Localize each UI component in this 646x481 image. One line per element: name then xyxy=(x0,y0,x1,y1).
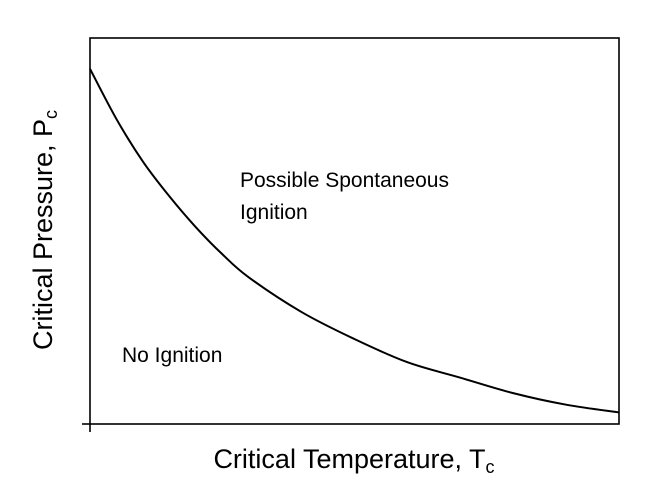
annotation-possible-ignition: Possible Spontaneous Ignition xyxy=(240,169,455,224)
annotation-no-ignition: No Ignition xyxy=(122,344,222,367)
annotation-possible-ignition-line2: Ignition xyxy=(240,201,308,224)
plot-frame xyxy=(89,37,620,425)
x-axis-label-subscript: c xyxy=(486,457,495,477)
x-axis-label-main: Critical Temperature, T xyxy=(213,444,485,474)
y-axis-label: Critical Pressure, Pc xyxy=(28,110,61,350)
x-axis-label: Critical Temperature, Tc xyxy=(213,444,494,477)
y-axis-label-main: Critical Pressure, P xyxy=(28,119,58,350)
annotation-possible-ignition-line1: Possible Spontaneous xyxy=(240,169,449,192)
critical-curve xyxy=(89,68,620,414)
y-axis-label-subscript: c xyxy=(41,110,61,119)
